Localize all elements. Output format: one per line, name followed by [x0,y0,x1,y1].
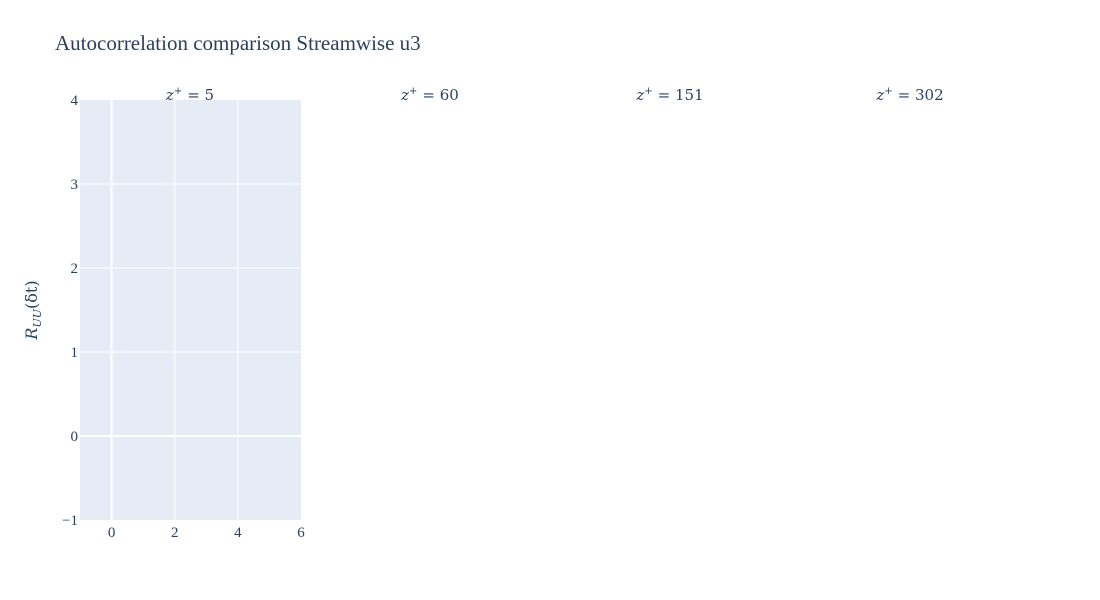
subplot-title-4: z+ = 302 [875,86,943,104]
y-axis-label: RUU(δt) [22,280,44,340]
x-tick-label: 2 [171,525,179,541]
y-tick-label: 4 [71,93,79,109]
y-tick-label: 2 [71,261,79,277]
x-tick-label: 6 [297,525,305,541]
subplot-1-x-ticks: 0 2 4 6 [108,525,305,541]
y-tick-label: −1 [62,513,78,529]
y-tick-label: 0 [71,429,79,445]
x-tick-label: 4 [234,525,242,541]
chart-title: Autocorrelation comparison Streamwise u3 [55,31,421,55]
x-tick-label: 0 [108,525,116,541]
subplot-title-1: z+ = 5 [165,86,214,104]
subplot-1-y-ticks: −1 0 1 2 3 4 [62,93,78,529]
y-tick-label: 3 [71,177,79,193]
subplot-title-3: z+ = 151 [635,86,703,104]
subplot-title-2: z+ = 60 [400,86,459,104]
subplot-1-plot-area [80,100,301,520]
subplot-1-grid [80,100,301,520]
y-tick-label: 1 [71,345,79,361]
